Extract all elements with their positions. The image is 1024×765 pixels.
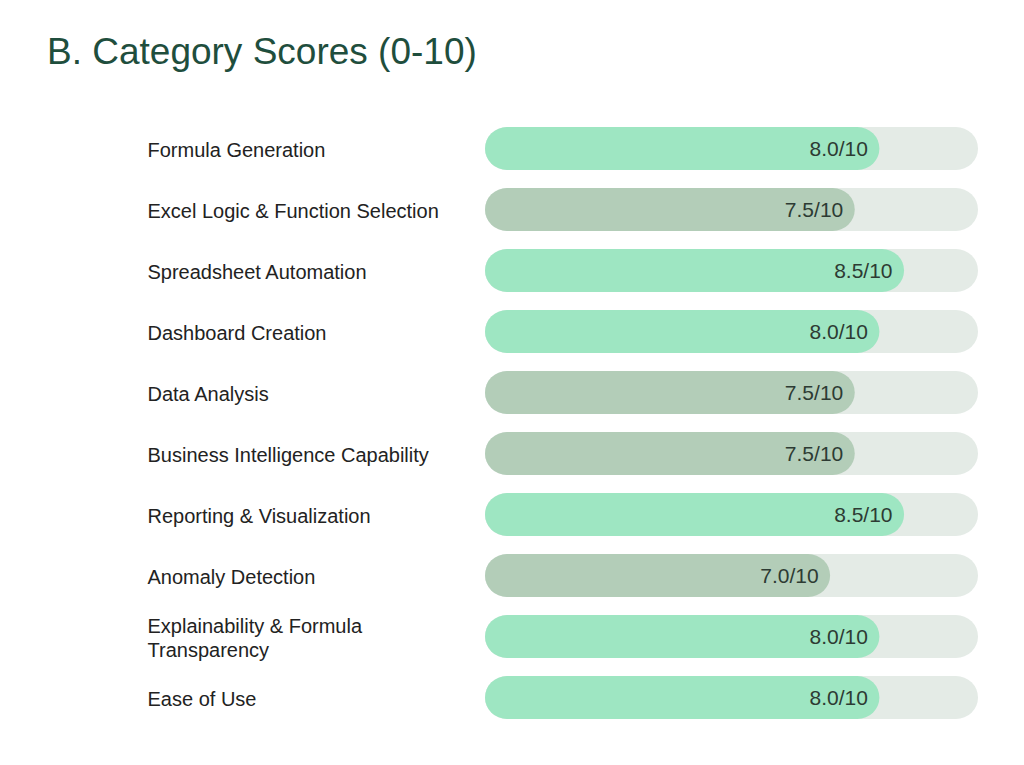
svg-text:8.0/10: 8.0/10	[810, 686, 868, 709]
svg-text:Business Intelligence Capabili: Business Intelligence Capability	[148, 444, 429, 466]
svg-text:Explainability & FormulaTransp: Explainability & FormulaTransparency	[148, 615, 363, 661]
svg-text:7.0/10: 7.0/10	[760, 564, 818, 587]
svg-text:8.0/10: 8.0/10	[810, 625, 868, 648]
html-text:B. Category Scores (0-10): B. Category Scores (0-10)	[47, 31, 477, 72]
svg-text:Dashboard Creation: Dashboard Creation	[148, 322, 327, 344]
svg-text:8.5/10: 8.5/10	[834, 259, 892, 282]
svg-text:7.5/10: 7.5/10	[785, 198, 843, 221]
svg-text:8.0/10: 8.0/10	[810, 137, 868, 160]
svg-text:8.0/10: 8.0/10	[810, 320, 868, 343]
svg-text:Formula Generation: Formula Generation	[148, 139, 326, 161]
svg-text:Anomaly Detection: Anomaly Detection	[148, 566, 316, 588]
svg-text:Excel Logic & Function Selecti: Excel Logic & Function Selection	[148, 200, 439, 222]
svg-text:Spreadsheet Automation: Spreadsheet Automation	[148, 261, 367, 283]
svg-text:8.5/10: 8.5/10	[834, 503, 892, 526]
svg-text:7.5/10: 7.5/10	[785, 442, 843, 465]
svg-text:7.5/10: 7.5/10	[785, 381, 843, 404]
svg-text:Reporting & Visualization: Reporting & Visualization	[148, 505, 371, 527]
svg-text:Ease of Use: Ease of Use	[148, 688, 257, 710]
svg-text:Data Analysis: Data Analysis	[148, 383, 269, 405]
